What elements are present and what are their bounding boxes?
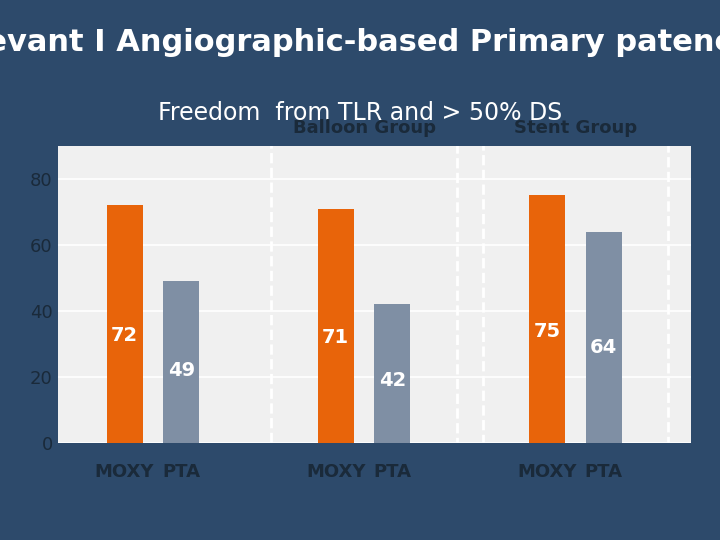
Text: Stent Group: Stent Group — [514, 119, 637, 137]
Bar — [107, 205, 143, 443]
Text: 71: 71 — [323, 328, 349, 347]
Bar — [271, 106, 456, 453]
Bar — [529, 195, 565, 443]
Bar — [163, 281, 199, 443]
Text: 72: 72 — [111, 326, 138, 346]
Text: PTA: PTA — [374, 463, 411, 481]
Text: 42: 42 — [379, 371, 406, 390]
Text: 49: 49 — [168, 361, 195, 380]
Bar — [318, 208, 354, 443]
Text: Balloon Group: Balloon Group — [292, 119, 436, 137]
Bar — [374, 304, 410, 443]
Bar — [585, 232, 621, 443]
Text: 64: 64 — [590, 338, 617, 357]
Bar — [482, 106, 668, 453]
Text: MOXY: MOXY — [95, 463, 154, 481]
Text: Freedom  from TLR and > 50% DS: Freedom from TLR and > 50% DS — [158, 102, 562, 125]
Text: 75: 75 — [534, 322, 561, 341]
Text: PTA: PTA — [162, 463, 200, 481]
Text: MOXY: MOXY — [517, 463, 577, 481]
Text: Levant I Angiographic-based Primary patency: Levant I Angiographic-based Primary pate… — [0, 28, 720, 57]
Text: MOXY: MOXY — [306, 463, 366, 481]
Text: PTA: PTA — [585, 463, 623, 481]
